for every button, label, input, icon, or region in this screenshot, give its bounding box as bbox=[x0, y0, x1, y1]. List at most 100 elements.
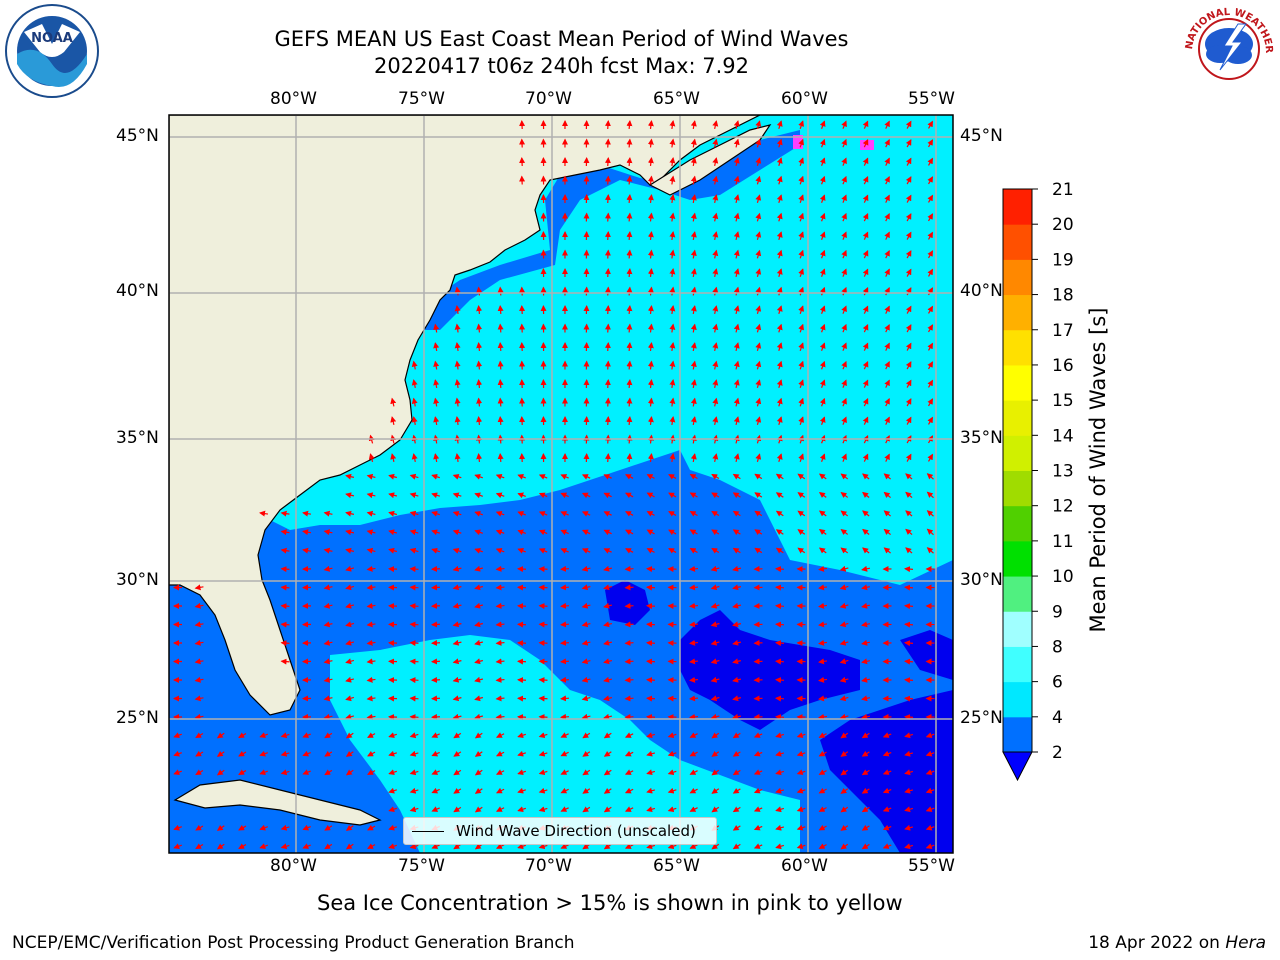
wind-wave-arrow bbox=[259, 750, 268, 757]
wind-wave-arrow bbox=[690, 175, 697, 185]
wind-wave-arrow bbox=[280, 640, 290, 647]
wind-wave-arrow bbox=[667, 787, 677, 794]
wind-wave-arrow bbox=[431, 769, 440, 775]
wind-wave-arrow bbox=[669, 249, 676, 259]
gridlines bbox=[169, 115, 953, 853]
wind-wave-arrow bbox=[798, 249, 805, 259]
wind-wave-arrow bbox=[755, 138, 762, 148]
wind-wave-arrow bbox=[560, 806, 569, 812]
wind-wave-arrow bbox=[388, 843, 397, 850]
wind-wave-arrow bbox=[280, 824, 290, 831]
wind-wave-arrow bbox=[732, 713, 742, 720]
wind-wave-arrow bbox=[603, 602, 613, 609]
colorbar-bin bbox=[1003, 259, 1032, 296]
wind-wave-arrow bbox=[345, 547, 355, 554]
wind-wave-arrow bbox=[626, 416, 633, 426]
wind-wave-arrow bbox=[798, 379, 805, 388]
wind-wave-arrow bbox=[862, 249, 869, 259]
wind-wave-arrow bbox=[882, 824, 892, 831]
wind-wave-arrow bbox=[925, 824, 935, 831]
wind-wave-arrow bbox=[626, 138, 633, 148]
wind-wave-arrow bbox=[647, 416, 654, 426]
wind-wave-arrow bbox=[775, 566, 785, 573]
wind-wave-arrow bbox=[689, 492, 698, 499]
wind-wave-arrow bbox=[476, 453, 483, 463]
wind-wave-arrow bbox=[603, 713, 613, 720]
wind-wave-arrow bbox=[624, 713, 634, 720]
wind-wave-arrow bbox=[582, 769, 591, 776]
wind-wave-arrow bbox=[755, 453, 762, 463]
wind-wave-arrow bbox=[905, 176, 912, 185]
wind-wave-arrow bbox=[538, 584, 548, 591]
wind-wave-arrow bbox=[280, 658, 290, 665]
wind-wave-arrow bbox=[776, 194, 783, 203]
wind-wave-arrow bbox=[604, 268, 611, 278]
wind-wave-arrow bbox=[454, 342, 461, 352]
wind-wave-arrow bbox=[452, 639, 462, 646]
wind-wave-arrow bbox=[818, 565, 828, 572]
wind-wave-arrow bbox=[755, 342, 762, 352]
wind-wave-arrow bbox=[646, 677, 656, 684]
map-frame bbox=[168, 114, 954, 854]
wind-wave-arrow bbox=[711, 750, 720, 757]
wind-wave-arrow bbox=[302, 529, 312, 536]
colorbar-tick-label: 17 bbox=[1052, 321, 1074, 341]
wind-wave-arrow bbox=[712, 212, 719, 222]
wind-wave-arrow bbox=[818, 843, 827, 849]
wind-wave-arrow bbox=[925, 769, 935, 775]
legend-label: Wind Wave Direction (unscaled) bbox=[456, 822, 696, 840]
ocean-darkblue-patch bbox=[605, 580, 650, 625]
wind-wave-arrow bbox=[603, 769, 612, 776]
map-legend: Wind Wave Direction (unscaled) bbox=[403, 817, 717, 845]
wind-wave-arrow bbox=[819, 212, 826, 222]
wind-wave-arrow bbox=[884, 120, 890, 129]
wind-wave-arrow bbox=[646, 474, 655, 480]
lon-tick-bottom: 55°W bbox=[908, 856, 955, 876]
wind-wave-arrow bbox=[409, 473, 419, 480]
wind-wave-arrow bbox=[624, 602, 634, 609]
wind-wave-arrow bbox=[367, 732, 376, 738]
wind-wave-arrow bbox=[452, 695, 462, 702]
wind-wave-arrow bbox=[517, 529, 526, 536]
wind-wave-arrow bbox=[626, 212, 633, 222]
wind-wave-arrow bbox=[711, 843, 720, 850]
wind-wave-arrow bbox=[884, 176, 890, 185]
wind-wave-arrow bbox=[884, 250, 890, 259]
wind-wave-arrow bbox=[345, 695, 355, 702]
wind-wave-arrow bbox=[667, 769, 677, 776]
wind-wave-arrow bbox=[690, 268, 697, 278]
wind-wave-arrow bbox=[560, 695, 570, 702]
wind-wave-arrow bbox=[409, 603, 419, 610]
wind-wave-arrow bbox=[452, 713, 462, 720]
wind-wave-arrow bbox=[624, 769, 634, 775]
wind-wave-arrow bbox=[195, 769, 204, 776]
wind-wave-arrow bbox=[474, 565, 484, 572]
wind-wave-arrow bbox=[345, 732, 354, 739]
wind-wave-arrow bbox=[517, 511, 526, 517]
colorbar-bin bbox=[1003, 470, 1032, 507]
wind-wave-arrow bbox=[776, 323, 783, 333]
wind-wave-arrow bbox=[474, 529, 483, 536]
wind-wave-arrow bbox=[775, 787, 785, 794]
wind-wave-arrow bbox=[538, 640, 548, 647]
wind-wave-arrow bbox=[646, 584, 656, 591]
wind-wave-arrow bbox=[862, 547, 870, 554]
wind-wave-arrow bbox=[495, 548, 505, 554]
chart-title: GEFS MEAN US East Coast Mean Period of W… bbox=[274, 27, 849, 51]
wind-wave-arrow bbox=[733, 268, 740, 278]
wind-wave-arrow bbox=[517, 732, 527, 739]
wind-wave-arrow bbox=[733, 175, 740, 185]
wind-wave-arrow bbox=[927, 342, 933, 351]
colorbar-extend-min bbox=[1002, 751, 1033, 782]
wind-wave-arrow bbox=[905, 213, 912, 222]
wind-wave-arrow bbox=[345, 639, 355, 646]
wind-wave-arrow bbox=[388, 492, 398, 499]
wind-wave-arrow bbox=[476, 360, 483, 370]
wind-wave-arrow bbox=[452, 584, 462, 591]
wind-wave-arrow bbox=[710, 584, 720, 591]
wind-wave-arrow bbox=[302, 732, 311, 738]
wind-wave-arrow bbox=[861, 843, 870, 850]
wind-wave-arrow bbox=[302, 547, 312, 554]
lon-tick-bottom: 65°W bbox=[653, 856, 700, 876]
wind-wave-arrow bbox=[560, 492, 569, 499]
